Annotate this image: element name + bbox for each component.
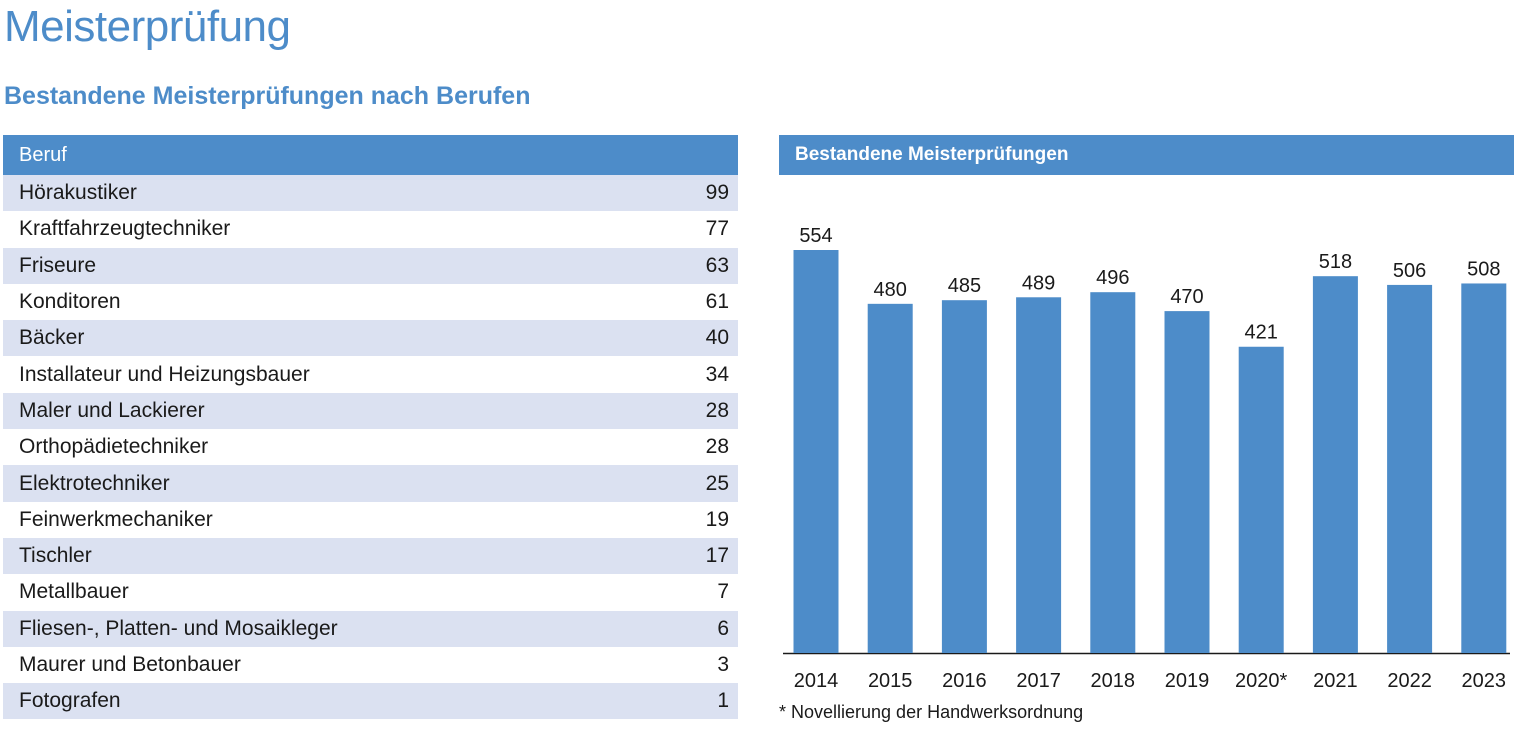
row-label: Kraftfahrzeugtechniker xyxy=(19,217,231,241)
page-title: Meisterprüfung xyxy=(4,2,291,51)
table-row: Hörakustiker 99 xyxy=(3,175,738,212)
row-label: Metallbauer xyxy=(19,580,129,604)
table-row: Fotografen 1 xyxy=(3,683,738,720)
x-tick-label: 2015 xyxy=(868,670,913,692)
table-row: Orthopädietechniker 28 xyxy=(3,429,738,465)
row-value: 28 xyxy=(705,435,729,459)
table-row: Fliesen-, Platten- und Mosaikleger 6 xyxy=(3,610,738,647)
row-value: 25 xyxy=(705,471,729,495)
row-value: 34 xyxy=(705,362,729,386)
table-row: Maurer und Betonbauer 3 xyxy=(3,647,738,683)
row-label: Feinwerkmechaniker xyxy=(19,507,213,531)
bar-2020* xyxy=(1238,346,1284,653)
bar-value-label: 496 xyxy=(1096,267,1129,289)
bar-value-label: 470 xyxy=(1170,286,1203,308)
table-row: Kraftfahrzeugtechniker 77 xyxy=(3,211,738,247)
table-row: Bäcker 40 xyxy=(3,320,738,357)
table-row: Metallbauer 7 xyxy=(3,574,738,610)
x-tick-label: 2022 xyxy=(1387,670,1432,692)
row-value: 61 xyxy=(705,290,729,314)
row-value: 7 xyxy=(717,580,729,604)
x-tick-label: 2021 xyxy=(1313,670,1358,692)
chart-title: Bestandene Meisterprüfungen xyxy=(779,135,1514,175)
bar-value-label: 508 xyxy=(1467,258,1500,280)
row-label: Tischler xyxy=(19,544,92,568)
bar-2022 xyxy=(1387,284,1433,653)
row-value: 1 xyxy=(717,689,729,713)
bar-2018 xyxy=(1090,292,1136,653)
bar-value-label: 506 xyxy=(1393,260,1426,282)
bar-chart: 554 2014 480 2015 485 2016 489 2017 496 2018 470 20… xyxy=(783,225,1510,692)
row-label: Hörakustiker xyxy=(19,181,137,205)
bar-value-label: 489 xyxy=(1022,272,1055,294)
row-label: Konditoren xyxy=(19,290,121,314)
table-row: Konditoren 61 xyxy=(3,284,738,320)
occupation-table: Beruf Hörakustiker 99 Kraftfahrzeugtechnik… xyxy=(3,135,738,720)
row-label: Installateur und Heizungsbauer xyxy=(19,362,310,386)
bar-2021 xyxy=(1312,276,1358,653)
row-label: Elektrotechniker xyxy=(19,471,170,495)
table-row: Installateur und Heizungsbauer 34 xyxy=(3,356,738,392)
bar-2016 xyxy=(941,300,987,653)
table-row: Feinwerkmechaniker 19 xyxy=(3,502,738,538)
row-value: 77 xyxy=(705,217,729,241)
table-row: Elektrotechniker 25 xyxy=(3,465,738,502)
row-label: Friseure xyxy=(19,253,97,277)
x-tick-label: 2023 xyxy=(1462,670,1507,692)
row-label: Orthopädietechniker xyxy=(19,435,209,459)
row-value: 40 xyxy=(705,326,729,350)
row-label: Bäcker xyxy=(19,326,85,350)
bar-2014 xyxy=(793,250,839,653)
table-body: Hörakustiker 99 Kraftfahrzeugtechniker 77 Fr… xyxy=(3,175,738,720)
row-value: 99 xyxy=(705,181,729,205)
row-label: Fotografen xyxy=(19,689,121,713)
row-value: 17 xyxy=(705,544,729,568)
bar-2015 xyxy=(867,303,913,653)
x-tick-label: 2016 xyxy=(942,670,987,692)
row-value: 6 xyxy=(717,616,729,640)
bar-value-label: 485 xyxy=(948,275,981,297)
bar-value-label: 480 xyxy=(874,279,907,301)
bar-value-label: 518 xyxy=(1319,251,1352,273)
row-value: 28 xyxy=(705,398,729,422)
table-header: Beruf xyxy=(3,135,738,175)
row-value: 3 xyxy=(717,653,729,676)
row-label: Maler und Lackierer xyxy=(19,398,205,422)
x-tick-label: 2017 xyxy=(1016,670,1061,692)
row-value: 19 xyxy=(705,507,729,531)
x-tick-label: 2019 xyxy=(1165,670,1210,692)
bar-2019 xyxy=(1164,311,1210,653)
x-tick-label: 2018 xyxy=(1091,670,1136,692)
x-tick-label: 2014 xyxy=(794,670,839,692)
row-label: Fliesen-, Platten- und Mosaikleger xyxy=(19,616,338,640)
table-header-label: Beruf xyxy=(19,143,67,166)
row-label: Maurer und Betonbauer xyxy=(19,653,241,676)
x-tick-label: 2020* xyxy=(1235,670,1287,692)
bar-2023 xyxy=(1461,283,1507,653)
page-subtitle: Bestandene Meisterprüfungen nach Berufen xyxy=(4,82,531,110)
bar-value-label: 421 xyxy=(1245,322,1278,344)
bar-2017 xyxy=(1016,297,1062,653)
chart-footnote: * Novellierung der Handwerksordnung xyxy=(779,702,1084,722)
row-value: 63 xyxy=(705,253,729,277)
table-row: Friseure 63 xyxy=(3,247,738,284)
bar-value-label: 554 xyxy=(799,225,832,247)
bar-chart-panel: Bestandene Meisterprüfungen 554 2014 480 20… xyxy=(779,135,1514,725)
table-row: Maler und Lackierer 28 xyxy=(3,392,738,430)
table-row: Tischler 17 xyxy=(3,537,738,575)
